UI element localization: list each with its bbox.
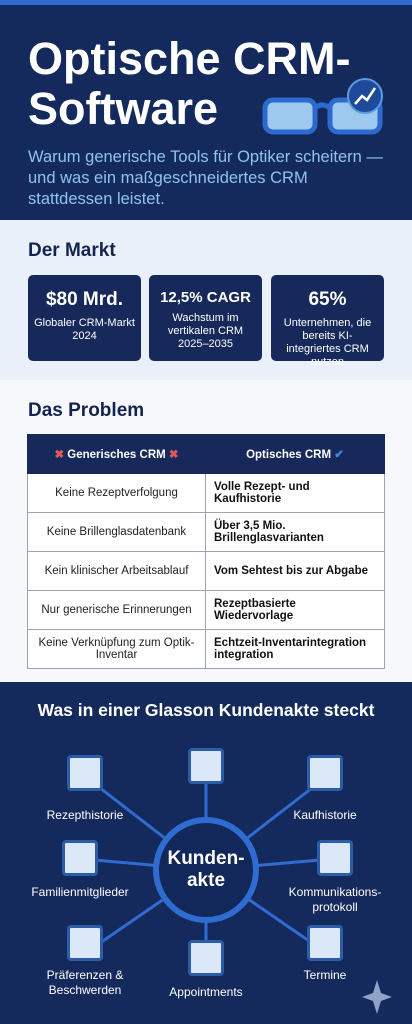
node-label-line: Termine: [303, 968, 347, 982]
node-icon: [307, 925, 343, 961]
table-cell: Volle Rezept- und Kaufhistorie: [205, 473, 385, 513]
node-label: Appointments: [141, 985, 271, 1000]
node-label-line: Beschwerden: [48, 983, 122, 997]
table-cell: Vom Sehtest bis zur Abgabe: [205, 551, 385, 591]
center-line: akte: [186, 870, 226, 891]
node-label: Kommunikations-protokoll: [270, 885, 400, 915]
header-cell: Optisches CRM ✔: [205, 434, 385, 474]
table-cell: Rezeptbasierte Wiedervorlage: [205, 590, 385, 630]
table-cell: Nur generische Erinnerungen: [27, 590, 206, 630]
table-cell: Echtzeit-Inventarintegration integration: [205, 629, 385, 669]
node-label: Rezepthistorie: [20, 808, 150, 823]
table-row: Keine Verknüpfung zum Optik-Inventar Echt…: [27, 629, 385, 669]
node-label: Termine: [260, 968, 390, 983]
node-icon: [317, 840, 353, 876]
node-label-line: Kaufhistorie: [293, 808, 357, 822]
node-icon: [307, 755, 343, 791]
table-row: Keine Rezeptverfolgung Volle Rezept- und …: [27, 473, 385, 513]
stat-value: 12,5% CAGR: [160, 289, 251, 306]
table-cell: Kein klinischer Arbeitsablauf: [27, 551, 206, 591]
table-cell: Keine Brillenglasdatenbank: [27, 512, 206, 552]
section-heading: Was in einer Glasson Kundenakte steckt: [37, 700, 375, 720]
node-label-line: Kommunikations-: [288, 885, 382, 899]
stat-card: 65% Unternehmen, die bereits KI-integrier…: [271, 275, 384, 368]
node-icon: [188, 940, 224, 976]
node-label-line: Rezepthistorie: [46, 808, 124, 822]
table-cell: Keine Verknüpfung zum Optik-Inventar: [27, 629, 206, 669]
subtitle: Warum generische Tools für Optiker schei…: [28, 148, 383, 208]
section-heading: Der Markt: [28, 240, 116, 261]
stat-label: Globaler CRM-Markt 2024: [34, 317, 135, 342]
title-line: Optische CRM-: [28, 33, 351, 84]
header-cell: ✖ Generisches CRM ✖: [27, 434, 206, 474]
node-icon: [188, 748, 224, 784]
stat-card: 12,5% CAGR Wachstum im vertikalen CRM 202…: [149, 275, 262, 361]
stat-value: 65%: [308, 289, 347, 310]
table-row: Nur generische Erinnerungen Rezeptbasiert…: [27, 590, 385, 630]
node-label: Präferenzen & Beschwerden: [20, 968, 150, 998]
node-label-line: Familienmitglieder: [31, 885, 129, 899]
glasses-icon: [262, 78, 383, 135]
node-label: Kaufhistorie: [260, 808, 390, 823]
stat-card: $80 Mrd. Globaler CRM-Markt 2024: [28, 275, 141, 361]
title-line: Software: [28, 83, 219, 134]
header-text: Optisches CRM: [246, 449, 332, 461]
stat-value: $80 Mrd.: [45, 289, 124, 310]
comparison-table: ✖ Generisches CRM ✖ Optisches CRM ✔ Keine …: [27, 434, 385, 669]
title: Optische CRM- Software: [28, 34, 351, 134]
hub-center: Kunden-akte: [146, 848, 266, 892]
node-icon: [62, 840, 98, 876]
node-label-line: protokoll: [312, 900, 358, 914]
stat-label: Unternehmen, die bereits KI-integriertes…: [283, 317, 372, 368]
section-heading: Das Problem: [28, 400, 145, 421]
table-cell: Keine Rezeptverfolgung: [27, 473, 206, 513]
table-row: Keine Brillenglasdatenbank Über 3,5 Mio. …: [27, 512, 385, 552]
header-text: Generisches CRM: [67, 449, 166, 461]
table-row: Kein klinischer Arbeitsablauf Vom Sehtest…: [27, 551, 385, 591]
table-header: ✖ Generisches CRM ✖ Optisches CRM ✔: [27, 434, 385, 474]
node-icon: [67, 755, 103, 791]
table-cell: Über 3,5 Mio. Brillenglasvarianten: [205, 512, 385, 552]
stat-label: Wachstum im vertikalen CRM 2025–2035: [167, 312, 244, 350]
node-label: Familienmitglieder: [15, 885, 145, 900]
table-body: ✖ Generisches CRM ✖ Optisches CRM ✔ Keine …: [27, 434, 385, 669]
node-label-line: Präferenzen &: [46, 968, 124, 982]
top-bar: [0, 0, 412, 5]
center-line: Kunden-: [167, 848, 245, 869]
node-icon: [67, 925, 103, 961]
node-label-line: Appointments: [169, 985, 243, 999]
